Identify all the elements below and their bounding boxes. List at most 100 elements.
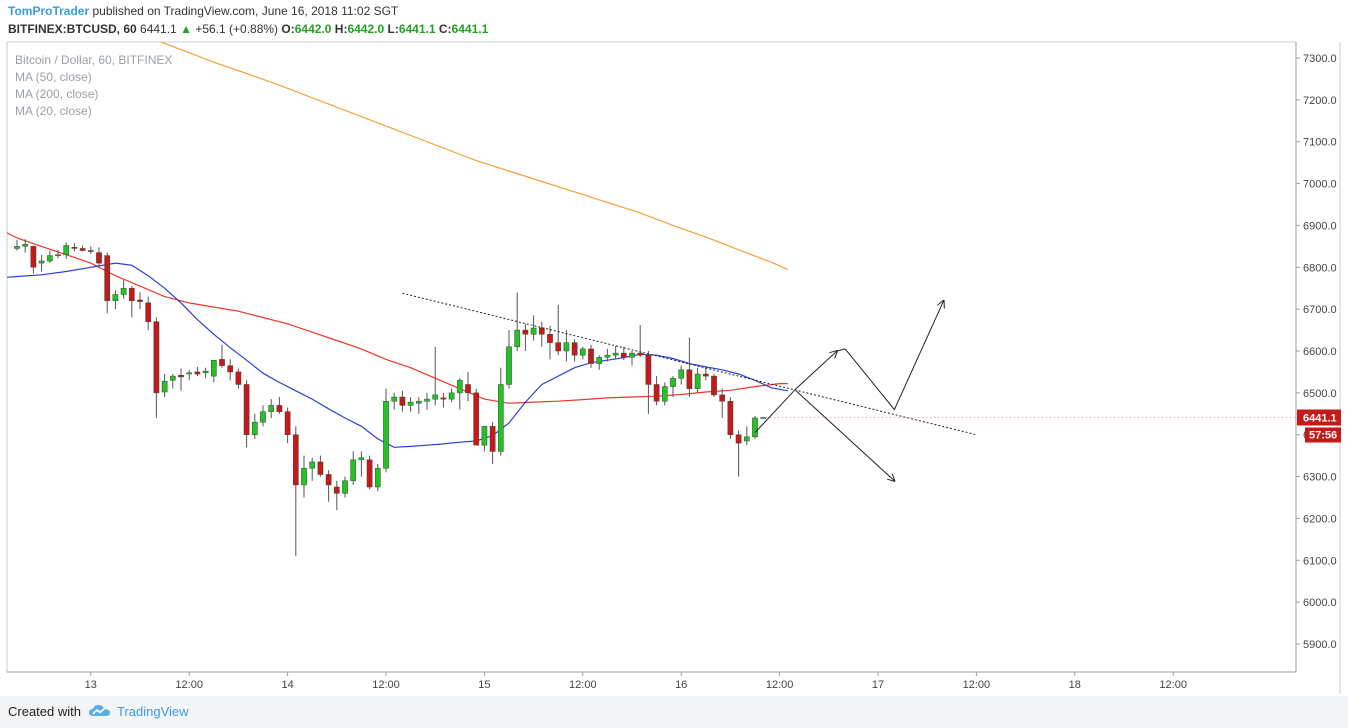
candle-body[interactable] (243, 384, 250, 435)
candle-body[interactable] (612, 352, 619, 356)
candle-body[interactable] (670, 377, 676, 387)
candle-body[interactable] (358, 457, 365, 461)
candle-body[interactable] (145, 302, 152, 322)
candle-body[interactable] (629, 352, 635, 358)
candle-body[interactable] (399, 396, 406, 406)
candle-body[interactable] (415, 400, 422, 404)
candle-body[interactable] (366, 459, 373, 488)
candle-body[interactable] (596, 357, 603, 364)
candle-body[interactable] (760, 417, 767, 419)
candle-body[interactable] (333, 486, 340, 494)
candle-body[interactable] (120, 287, 127, 295)
candle-body[interactable] (309, 461, 316, 469)
candle-body[interactable] (87, 250, 94, 252)
candle-body[interactable] (711, 375, 717, 396)
candle-body[interactable] (432, 394, 439, 400)
candle-body[interactable] (30, 246, 37, 268)
candle-body[interactable] (284, 411, 291, 435)
candle-body[interactable] (735, 434, 742, 444)
candle-body[interactable] (210, 359, 217, 377)
candle-body[interactable] (653, 384, 660, 402)
candle-body[interactable] (186, 372, 193, 375)
candle-body[interactable] (268, 405, 275, 412)
candle-body[interactable] (260, 411, 266, 423)
projection-arrow[interactable] (754, 351, 837, 433)
candle-body[interactable] (555, 342, 562, 352)
candle-body[interactable] (743, 436, 750, 442)
candle-body[interactable] (637, 352, 644, 356)
candle-body[interactable] (22, 244, 29, 247)
candle-body[interactable] (112, 294, 119, 302)
candle-body[interactable] (317, 461, 324, 475)
projection-arrow[interactable] (795, 390, 894, 481)
candle-body[interactable] (579, 348, 586, 356)
candle-body[interactable] (79, 248, 86, 251)
author-link[interactable]: TomProTrader (8, 4, 90, 18)
candle-body[interactable] (645, 354, 652, 385)
candle-body[interactable] (702, 373, 709, 377)
candle-body[interactable] (694, 373, 701, 389)
candle-body[interactable] (251, 421, 258, 435)
candle-body[interactable] (547, 334, 553, 343)
candle-body[interactable] (161, 380, 168, 393)
candle-body[interactable] (481, 426, 488, 446)
candle-body[interactable] (497, 384, 504, 452)
candle-body[interactable] (719, 394, 726, 402)
candle-body[interactable] (104, 255, 111, 302)
price-chart[interactable]: 7300.0 7200.0 7100.0 7000.0 6900.0 6800.0 6700… (0, 0, 1348, 696)
legend-ma20[interactable]: MA (20, close) (15, 104, 92, 118)
projection-arrow[interactable] (836, 348, 846, 352)
candle-body[interactable] (727, 400, 734, 435)
candle-body[interactable] (276, 405, 283, 412)
candle-body[interactable] (219, 359, 225, 366)
candle-body[interactable] (407, 401, 414, 406)
candle-body[interactable] (686, 369, 693, 389)
candle-body[interactable] (465, 384, 471, 394)
candle-body[interactable] (448, 392, 455, 400)
candle-body[interactable] (383, 400, 389, 469)
projection-arrow[interactable] (844, 301, 943, 411)
candle-body[interactable] (678, 369, 685, 379)
candle-body[interactable] (588, 348, 594, 364)
candle-body[interactable] (424, 398, 430, 402)
candle-body[interactable] (473, 392, 480, 446)
candle-body[interactable] (506, 346, 512, 385)
candle-body[interactable] (350, 459, 357, 482)
legend-title[interactable]: Bitcoin / Dollar, 60, BITFINEX (15, 53, 173, 67)
candle-body[interactable] (169, 375, 176, 381)
candle-body[interactable] (194, 371, 201, 375)
tradingview-brand-link[interactable]: TradingView (117, 704, 189, 719)
candle-body[interactable] (178, 375, 184, 378)
legend-ma200[interactable]: MA (200, close) (15, 87, 99, 101)
candle-body[interactable] (374, 467, 381, 488)
candle-body[interactable] (530, 327, 537, 335)
trendline[interactable] (402, 292, 977, 436)
candle-body[interactable] (620, 352, 627, 358)
candle-body[interactable] (235, 371, 242, 385)
candle-body[interactable] (391, 396, 398, 402)
legend-ma50[interactable]: MA (50, close) (15, 70, 92, 84)
candle-body[interactable] (14, 246, 20, 249)
plot-area[interactable] (6, 41, 1297, 673)
candle-body[interactable] (752, 417, 758, 438)
candle-body[interactable] (137, 299, 143, 302)
candle-body[interactable] (538, 327, 545, 335)
candle-body[interactable] (63, 245, 70, 255)
candle-body[interactable] (153, 321, 160, 394)
candle-body[interactable] (325, 474, 332, 486)
candle-body[interactable] (38, 260, 45, 264)
candle-body[interactable] (440, 397, 447, 400)
candle-body[interactable] (128, 287, 135, 302)
candle-body[interactable] (292, 434, 299, 486)
candle-body[interactable] (522, 329, 529, 335)
candle-body[interactable] (342, 480, 348, 494)
candle-body[interactable] (55, 254, 61, 256)
candle-body[interactable] (227, 365, 234, 373)
candle-body[interactable] (301, 467, 307, 486)
candle-body[interactable] (604, 354, 611, 358)
tradingview-cloud-icon[interactable] (88, 702, 112, 725)
candle-body[interactable] (563, 342, 570, 352)
candle-body[interactable] (71, 246, 78, 249)
candle-body[interactable] (202, 370, 209, 374)
candle-body[interactable] (489, 426, 496, 452)
